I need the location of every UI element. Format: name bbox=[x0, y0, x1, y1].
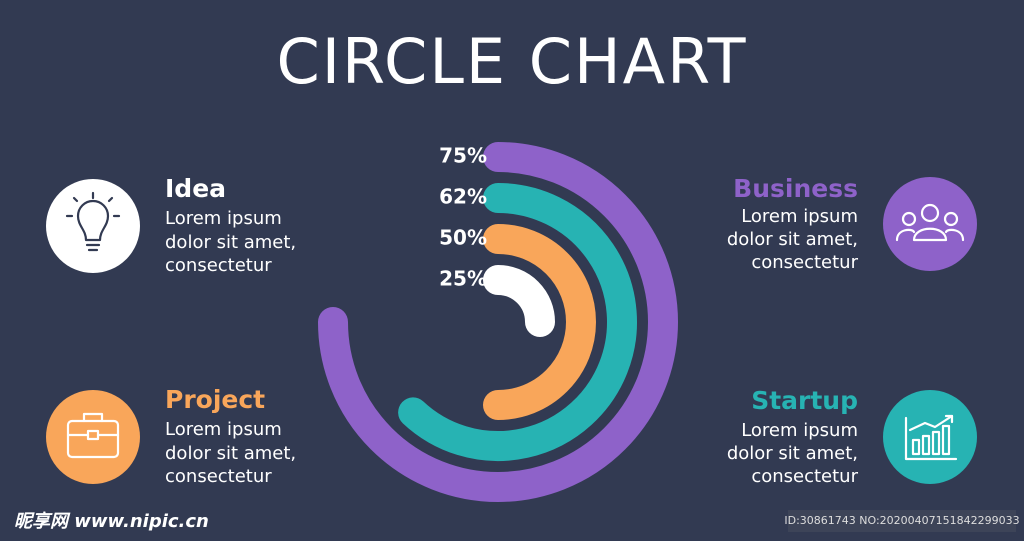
item-title: Startup bbox=[751, 386, 858, 415]
item-text: Lorem ipsum bbox=[741, 206, 858, 227]
project-icon-bg bbox=[46, 390, 140, 484]
idea-icon-bg bbox=[46, 179, 140, 273]
ring-arc bbox=[398, 183, 637, 461]
item-title: Idea bbox=[165, 174, 226, 203]
value-label: 25% bbox=[439, 267, 487, 291]
value-label: 62% bbox=[439, 185, 487, 209]
item-text: consectetur bbox=[751, 466, 858, 487]
item-text: consectetur bbox=[751, 252, 858, 273]
watermark-site: 昵享网 www.nipic.cn bbox=[14, 511, 209, 532]
item-text: dolor sit amet, bbox=[165, 232, 296, 253]
people-icon bbox=[895, 203, 965, 242]
ring-arc bbox=[483, 265, 555, 337]
business-icon-bg bbox=[883, 177, 977, 271]
ring-arc bbox=[483, 224, 596, 420]
item-title: Business bbox=[733, 174, 858, 203]
watermark-id: ID:30861743 NO:20200407151842299033 bbox=[784, 514, 1019, 527]
item-text: consectetur bbox=[165, 466, 272, 487]
value-label: 50% bbox=[439, 226, 487, 250]
ring-arc bbox=[318, 142, 678, 502]
watermark-bg bbox=[788, 510, 1016, 532]
briefcase-icon bbox=[66, 412, 120, 459]
growth-icon bbox=[904, 414, 958, 461]
value-label: 75% bbox=[439, 144, 487, 168]
item-text: consectetur bbox=[165, 255, 272, 276]
item-text: dolor sit amet, bbox=[727, 443, 858, 464]
item-text: Lorem ipsum bbox=[165, 208, 282, 229]
item-text: dolor sit amet, bbox=[165, 443, 296, 464]
item-title: Project bbox=[165, 385, 265, 414]
item-text: dolor sit amet, bbox=[727, 229, 858, 250]
bulb-icon bbox=[65, 191, 121, 252]
item-text: Lorem ipsum bbox=[165, 419, 282, 440]
item-text: Lorem ipsum bbox=[741, 420, 858, 441]
chart-title: CIRCLE CHART bbox=[276, 25, 747, 98]
